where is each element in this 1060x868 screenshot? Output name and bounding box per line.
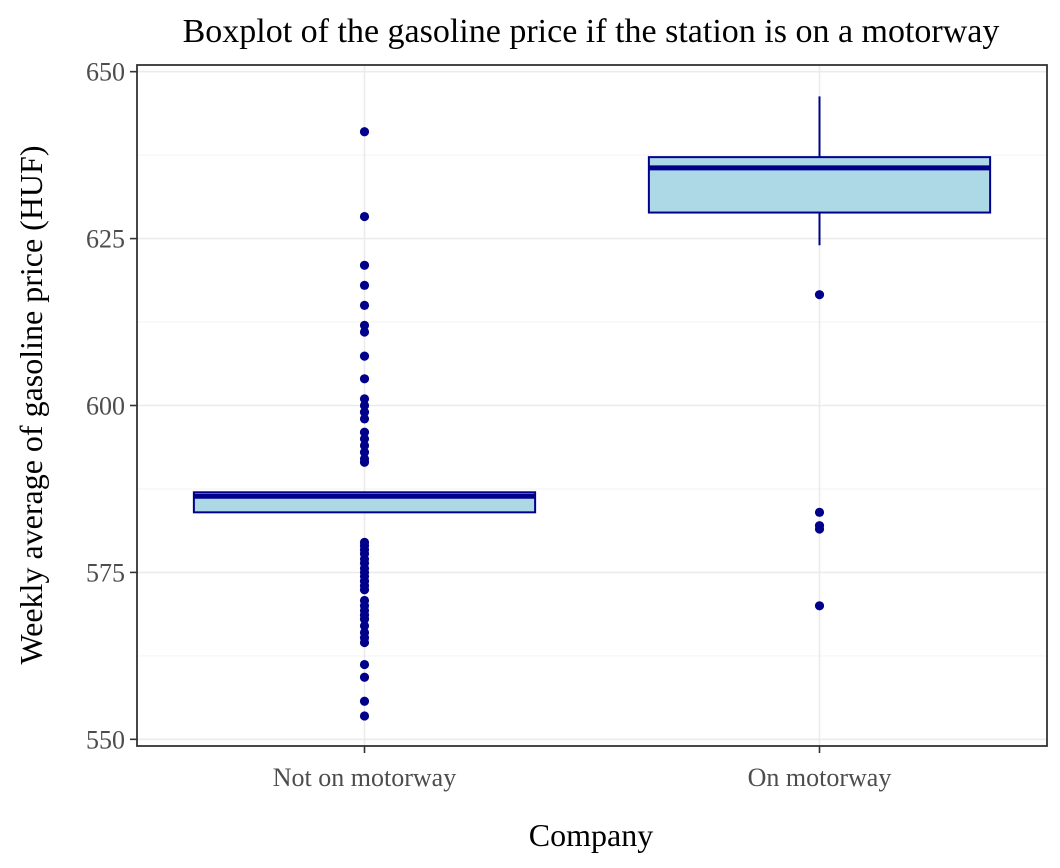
outlier-point <box>359 447 370 457</box>
outlier-point <box>359 260 370 270</box>
y-axis-title: Weekly average of gasoline price (HUF) <box>13 146 49 665</box>
outlier-point <box>359 457 370 467</box>
chart-title: Boxplot of the gasoline price if the sta… <box>183 13 1000 50</box>
outlier-point <box>359 672 370 682</box>
outlier-point <box>359 127 370 137</box>
outlier-point <box>814 601 825 611</box>
y-tick-label: 650 <box>86 58 125 87</box>
outlier-point <box>359 351 370 361</box>
outlier-point <box>359 434 370 444</box>
box-layer <box>192 96 992 721</box>
x-tick-label: On motorway <box>748 763 892 792</box>
outlier-point <box>359 440 370 451</box>
y-tick-label: 600 <box>86 392 125 421</box>
outlier-point <box>359 711 370 721</box>
outlier-point <box>359 696 370 706</box>
outlier-point <box>359 320 370 330</box>
outlier-point <box>359 374 370 384</box>
outlier-point <box>814 524 825 534</box>
y-tick-label: 575 <box>86 558 125 587</box>
y-tick-label: 550 <box>86 725 125 754</box>
y-tick-label: 625 <box>86 225 125 254</box>
outlier-point <box>359 407 370 417</box>
box-on-motorway <box>647 96 992 611</box>
outlier-point <box>814 507 825 517</box>
x-tick-label: Not on motorway <box>273 763 456 792</box>
outlier-point <box>814 290 825 300</box>
outlier-point <box>359 394 370 404</box>
x-axis-title: Company <box>529 817 653 853</box>
outlier-point <box>359 585 370 595</box>
outlier-point <box>359 637 370 648</box>
outlier-point <box>359 400 370 411</box>
outlier-point <box>359 414 370 424</box>
outlier-point <box>359 300 370 310</box>
outlier-point <box>359 659 370 670</box>
box-not-on-motorway <box>192 127 537 721</box>
outlier-point <box>359 621 370 631</box>
outlier-point <box>359 614 370 624</box>
outlier-point <box>359 327 370 337</box>
outlier-point <box>359 211 370 222</box>
axes: 550 575 600 625 650 Not on motorway On motorwa… <box>86 58 891 792</box>
outlier-point <box>359 427 370 437</box>
outlier-point <box>359 280 370 290</box>
